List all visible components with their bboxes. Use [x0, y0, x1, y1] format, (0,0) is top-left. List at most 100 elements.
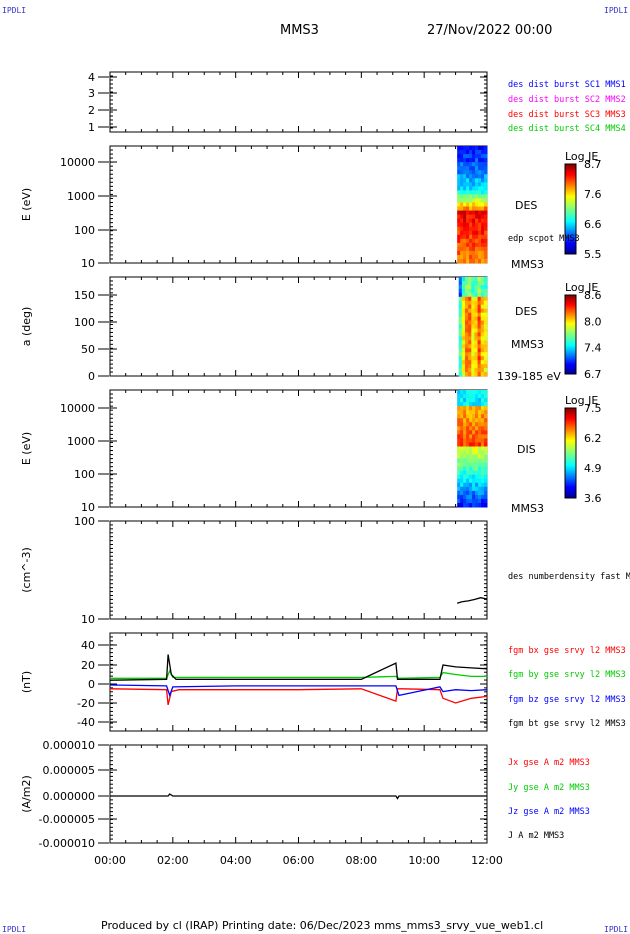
heatmap-cell: [457, 198, 461, 203]
heatmap-cell: [466, 210, 470, 215]
heatmap-cell: [457, 414, 461, 419]
heatmap-cell: [463, 150, 467, 155]
heatmap-cell: [468, 368, 472, 373]
heatmap-cell: [474, 348, 478, 353]
heatmap-cell: [469, 434, 473, 439]
colorbar-tick-label: 7.4: [584, 342, 602, 355]
heatmap-cell: [481, 162, 485, 167]
colorbar-tick-label: 7.6: [584, 188, 602, 201]
heatmap-cell: [460, 158, 464, 163]
heatmap-cell: [466, 146, 470, 151]
heatmap-cell: [457, 482, 461, 488]
heatmap-cell: [468, 356, 472, 361]
heatmap-cell: [469, 202, 473, 207]
heatmap-cell: [461, 284, 466, 290]
heatmap-cell: [460, 194, 464, 199]
heatmap-cell: [460, 402, 464, 407]
heatmap-cell: [463, 214, 467, 220]
heatmap-cell: [460, 182, 464, 187]
panel-frame-1: [109, 145, 488, 264]
heatmap-cell: [457, 174, 461, 179]
heatmap-cell: [466, 170, 470, 175]
heatmap-cell: [468, 372, 472, 377]
heatmap-cell: [477, 340, 482, 345]
heatmap-cell: [466, 442, 470, 447]
heatmap-cell: [463, 426, 467, 431]
heatmap-cell: [483, 340, 488, 345]
heatmap-cell: [481, 238, 485, 244]
heatmap-cell: [468, 320, 472, 325]
heatmap-cell: [466, 162, 470, 167]
heatmap-cell: [458, 288, 463, 294]
heatmap-cell: [472, 498, 476, 504]
heatmap-cell: [472, 402, 476, 407]
heatmap-cell: [477, 344, 482, 349]
heatmap-cell: [466, 194, 470, 199]
heatmap-cell: [481, 438, 485, 443]
y-tick-label: 10000: [60, 402, 95, 415]
heatmap-cell: [460, 226, 464, 232]
heatmap-cell: [472, 154, 476, 159]
heatmap-cell: [481, 490, 485, 496]
heatmap-cell: [480, 324, 485, 329]
heatmap-cell: [477, 368, 482, 373]
heatmap-cell: [481, 230, 485, 236]
legend-entry: des dist burst SC2 MMS2: [508, 95, 626, 105]
heatmap-cell: [469, 174, 473, 179]
y-tick-label: 40: [81, 639, 95, 652]
heatmap-cell: [478, 414, 482, 419]
heatmap-cell: [460, 450, 464, 455]
heatmap-cell: [466, 466, 470, 472]
heatmap-cell: [483, 372, 488, 377]
heatmap-cell: [477, 348, 482, 353]
heatmap-cell: [481, 394, 485, 399]
heatmap-cell: [458, 277, 463, 282]
heatmap-cell: [461, 320, 466, 325]
heatmap-cell: [466, 490, 470, 496]
heatmap-cell: [469, 146, 473, 151]
heatmap-cell: [478, 434, 482, 439]
heatmap-cell: [463, 414, 467, 419]
heatmap-cell: [477, 324, 482, 329]
heatmap-cell: [460, 474, 464, 480]
heatmap-cell: [475, 502, 479, 508]
heatmap-cell: [468, 352, 472, 357]
heatmap-cell: [466, 414, 470, 419]
heatmap-cell: [481, 154, 485, 159]
heatmap-cell: [483, 348, 488, 353]
heatmap-cell: [478, 474, 482, 480]
heatmap-cell: [465, 352, 469, 357]
heatmap-cell: [458, 368, 463, 373]
heatmap-cell: [469, 226, 473, 232]
heatmap-cell: [472, 446, 476, 451]
heatmap-cell: [466, 222, 470, 228]
heatmap-cell: [480, 320, 485, 325]
series-line-bt: [109, 654, 488, 681]
heatmap-cell: [457, 446, 461, 451]
corner-label-top-right: IPDLI: [604, 6, 628, 15]
heatmap-cell: [483, 296, 488, 302]
legend-entry: des dist burst SC3 MMS3: [508, 110, 626, 120]
heatmap-cell: [472, 194, 476, 199]
heatmap-cell: [457, 202, 461, 207]
heatmap-cell: [457, 422, 461, 427]
heatmap-cell: [457, 254, 461, 260]
heatmap-cell: [461, 340, 466, 345]
heatmap-cell: [465, 284, 469, 290]
heatmap-cell: [484, 250, 488, 256]
heatmap-cell: [466, 502, 470, 508]
heatmap-cell: [466, 214, 470, 220]
heatmap-cell: [475, 490, 479, 496]
heatmap-cell: [478, 222, 482, 228]
heatmap-cell: [457, 222, 461, 228]
heatmap-cell: [461, 324, 466, 329]
heatmap-cell: [472, 170, 476, 175]
heatmap-cell: [460, 406, 464, 411]
heatmap-cell: [466, 258, 470, 264]
heatmap-cell: [466, 482, 470, 488]
heatmap-cell: [475, 258, 479, 264]
heatmap-cell: [465, 312, 469, 317]
heatmap-cell: [469, 458, 473, 464]
heatmap-cell: [457, 162, 461, 167]
legend-entry: J A m2 MMS3: [508, 831, 564, 841]
